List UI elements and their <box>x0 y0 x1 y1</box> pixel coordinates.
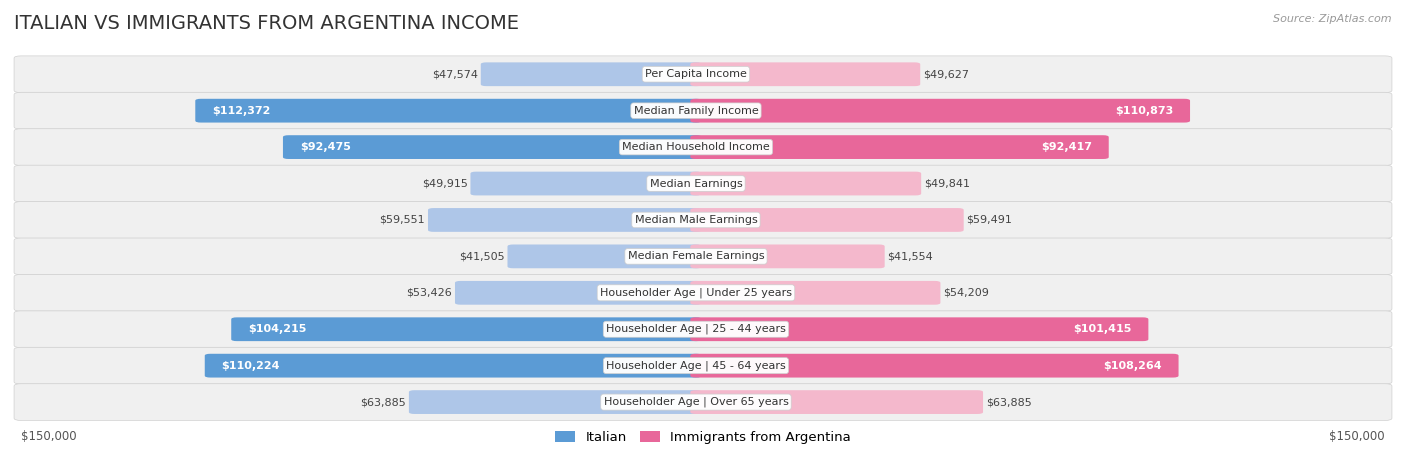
Text: $53,426: $53,426 <box>406 288 453 298</box>
FancyBboxPatch shape <box>690 390 983 414</box>
Text: $110,873: $110,873 <box>1115 106 1173 116</box>
Text: Householder Age | 25 - 44 years: Householder Age | 25 - 44 years <box>606 324 786 334</box>
FancyBboxPatch shape <box>508 245 702 268</box>
FancyBboxPatch shape <box>690 99 1189 122</box>
Text: $112,372: $112,372 <box>212 106 270 116</box>
FancyBboxPatch shape <box>456 281 702 304</box>
Text: Per Capita Income: Per Capita Income <box>645 69 747 79</box>
FancyBboxPatch shape <box>14 275 1392 311</box>
Text: $150,000: $150,000 <box>1329 430 1385 443</box>
Text: $47,574: $47,574 <box>432 69 478 79</box>
FancyBboxPatch shape <box>205 354 702 377</box>
FancyBboxPatch shape <box>14 347 1392 384</box>
Text: Source: ZipAtlas.com: Source: ZipAtlas.com <box>1274 14 1392 24</box>
FancyBboxPatch shape <box>14 311 1392 347</box>
Legend: Italian, Immigrants from Argentina: Italian, Immigrants from Argentina <box>555 431 851 444</box>
FancyBboxPatch shape <box>427 208 702 232</box>
Text: $49,627: $49,627 <box>922 69 969 79</box>
Text: Median Household Income: Median Household Income <box>621 142 770 152</box>
FancyBboxPatch shape <box>690 318 1149 341</box>
FancyBboxPatch shape <box>690 63 920 86</box>
FancyBboxPatch shape <box>409 390 702 414</box>
FancyBboxPatch shape <box>690 172 921 195</box>
FancyBboxPatch shape <box>481 63 702 86</box>
FancyBboxPatch shape <box>14 202 1392 238</box>
Text: $41,505: $41,505 <box>460 251 505 262</box>
FancyBboxPatch shape <box>14 384 1392 420</box>
FancyBboxPatch shape <box>471 172 702 195</box>
FancyBboxPatch shape <box>690 208 963 232</box>
Text: $63,885: $63,885 <box>360 397 406 407</box>
Text: $49,841: $49,841 <box>924 178 970 189</box>
Text: Median Female Earnings: Median Female Earnings <box>627 251 765 262</box>
FancyBboxPatch shape <box>690 281 941 304</box>
Text: $104,215: $104,215 <box>247 324 307 334</box>
FancyBboxPatch shape <box>690 354 1178 377</box>
FancyBboxPatch shape <box>14 92 1392 129</box>
Text: Householder Age | Over 65 years: Householder Age | Over 65 years <box>603 397 789 407</box>
FancyBboxPatch shape <box>14 238 1392 275</box>
Text: $110,224: $110,224 <box>222 361 280 371</box>
Text: Householder Age | 45 - 64 years: Householder Age | 45 - 64 years <box>606 361 786 371</box>
FancyBboxPatch shape <box>283 135 702 159</box>
FancyBboxPatch shape <box>231 318 702 341</box>
Text: Median Family Income: Median Family Income <box>634 106 758 116</box>
Text: $150,000: $150,000 <box>21 430 77 443</box>
FancyBboxPatch shape <box>690 245 884 268</box>
Text: $92,417: $92,417 <box>1040 142 1092 152</box>
FancyBboxPatch shape <box>14 165 1392 202</box>
Text: $108,264: $108,264 <box>1104 361 1161 371</box>
Text: $54,209: $54,209 <box>943 288 988 298</box>
FancyBboxPatch shape <box>195 99 702 122</box>
Text: $49,915: $49,915 <box>422 178 468 189</box>
Text: $101,415: $101,415 <box>1073 324 1132 334</box>
Text: Householder Age | Under 25 years: Householder Age | Under 25 years <box>600 288 792 298</box>
Text: $63,885: $63,885 <box>986 397 1032 407</box>
FancyBboxPatch shape <box>690 135 1109 159</box>
Text: Median Earnings: Median Earnings <box>650 178 742 189</box>
Text: $41,554: $41,554 <box>887 251 934 262</box>
FancyBboxPatch shape <box>14 56 1392 92</box>
FancyBboxPatch shape <box>14 129 1392 165</box>
Text: $92,475: $92,475 <box>299 142 350 152</box>
Text: $59,491: $59,491 <box>966 215 1012 225</box>
Text: Median Male Earnings: Median Male Earnings <box>634 215 758 225</box>
Text: ITALIAN VS IMMIGRANTS FROM ARGENTINA INCOME: ITALIAN VS IMMIGRANTS FROM ARGENTINA INC… <box>14 14 519 33</box>
Text: $59,551: $59,551 <box>380 215 425 225</box>
